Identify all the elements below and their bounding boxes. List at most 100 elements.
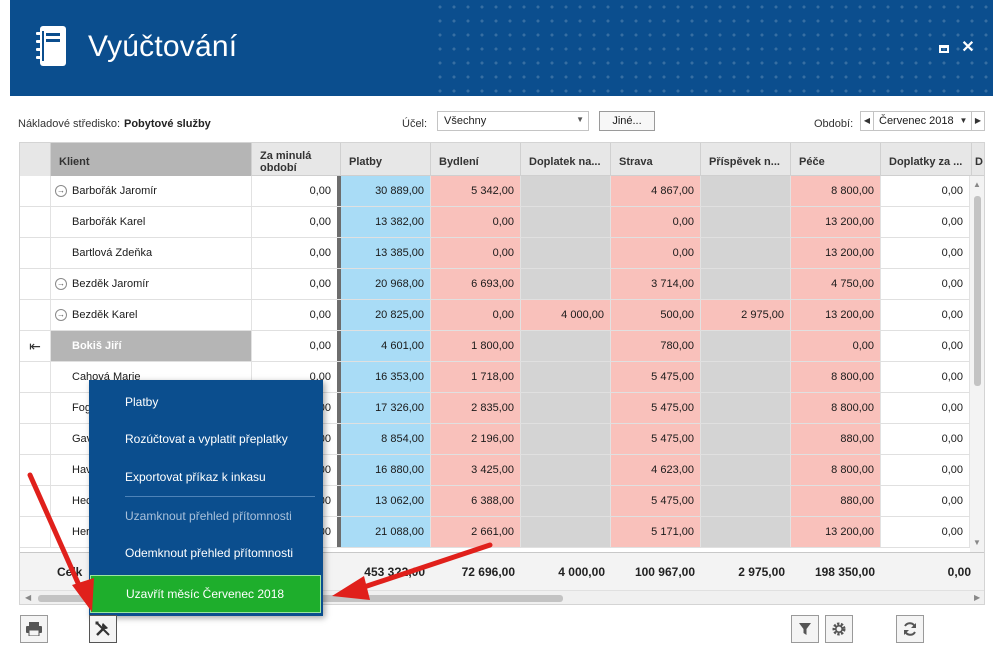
cell-doplatek[interactable] (521, 517, 611, 547)
cell-bydleni[interactable]: 2 661,00 (431, 517, 521, 547)
cell-doplatky[interactable]: 0,00 (881, 362, 970, 392)
cell-doplatky[interactable]: 0,00 (881, 176, 970, 206)
arrow-right-circle-icon[interactable]: → (55, 278, 67, 290)
vertical-scrollbar[interactable]: ▲ ▼ (970, 176, 984, 552)
cell-strava[interactable]: 0,00 (611, 238, 701, 268)
cell-strava[interactable]: 5 475,00 (611, 362, 701, 392)
print-button[interactable] (20, 615, 48, 643)
cell-pece[interactable]: 13 200,00 (791, 517, 881, 547)
cell-bydleni[interactable]: 6 388,00 (431, 486, 521, 516)
cell-platby[interactable]: 8 854,00 (341, 424, 431, 454)
client-name-cell[interactable]: Barbořák Karel (51, 207, 252, 237)
cell-strava[interactable]: 5 171,00 (611, 517, 701, 547)
column-header-doplatek[interactable]: Doplatek na... (521, 143, 611, 176)
column-header-bydleni[interactable]: Bydlení (431, 143, 521, 176)
cell-doplatek[interactable] (521, 455, 611, 485)
scroll-down-icon[interactable]: ▼ (973, 538, 981, 547)
cell-strava[interactable]: 4 867,00 (611, 176, 701, 206)
refresh-button[interactable] (896, 615, 924, 643)
cell-pece[interactable]: 8 800,00 (791, 455, 881, 485)
cell-platby[interactable]: 20 968,00 (341, 269, 431, 299)
cell-prispevek[interactable] (701, 455, 791, 485)
cell-platby[interactable]: 16 880,00 (341, 455, 431, 485)
column-header-strava[interactable]: Strava (611, 143, 701, 176)
cell-pece[interactable]: 880,00 (791, 424, 881, 454)
cell-za-minula[interactable]: 0,00 (252, 300, 341, 330)
cell-platby[interactable]: 13 385,00 (341, 238, 431, 268)
cell-pece[interactable]: 8 800,00 (791, 176, 881, 206)
row-selector[interactable] (20, 238, 51, 268)
cell-doplatky[interactable]: 0,00 (881, 455, 970, 485)
cell-doplatky[interactable]: 0,00 (881, 486, 970, 516)
cell-strava[interactable]: 5 475,00 (611, 486, 701, 516)
row-selector[interactable] (20, 424, 51, 454)
cell-bydleni[interactable]: 6 693,00 (431, 269, 521, 299)
cell-bydleni[interactable]: 2 196,00 (431, 424, 521, 454)
cell-za-minula[interactable]: 0,00 (252, 331, 341, 361)
cell-bydleni[interactable]: 5 342,00 (431, 176, 521, 206)
column-header-klient[interactable]: Klient (51, 143, 252, 176)
arrow-right-circle-icon[interactable]: → (55, 309, 67, 321)
client-name-cell[interactable]: → Barbořák Jaromír (51, 176, 252, 206)
cell-prispevek[interactable] (701, 424, 791, 454)
column-header-d[interactable]: D (975, 155, 983, 168)
client-name-cell[interactable]: Bartlová Zdeňka (51, 238, 252, 268)
cell-doplatek[interactable] (521, 424, 611, 454)
client-name-cell[interactable]: → Bezděk Karel (51, 300, 252, 330)
row-selector[interactable] (20, 486, 51, 516)
cell-bydleni[interactable]: 1 718,00 (431, 362, 521, 392)
cell-strava[interactable]: 5 475,00 (611, 393, 701, 423)
row-selector[interactable] (20, 362, 51, 392)
table-row[interactable]: Barbořák Karel 0,00 13 382,00 0,00 0,00 13 20… (20, 207, 984, 238)
cell-pece[interactable]: 13 200,00 (791, 300, 881, 330)
cell-doplatek[interactable] (521, 331, 611, 361)
cell-doplatky[interactable]: 0,00 (881, 331, 970, 361)
table-row[interactable]: → Bezděk Jaromír 0,00 20 968,00 6 693,00 3 71… (20, 269, 984, 300)
cell-bydleni[interactable]: 1 800,00 (431, 331, 521, 361)
row-selector[interactable] (20, 300, 51, 330)
cell-bydleni[interactable]: 3 425,00 (431, 455, 521, 485)
table-row[interactable]: ⇤ Bokiš Jiří 0,00 4 601,00 1 800,00 780,00 0,0… (20, 331, 984, 362)
cell-doplatky[interactable]: 0,00 (881, 300, 970, 330)
cell-platby[interactable]: 20 825,00 (341, 300, 431, 330)
row-selector[interactable] (20, 207, 51, 237)
cell-strava[interactable]: 3 714,00 (611, 269, 701, 299)
cell-doplatky[interactable]: 0,00 (881, 424, 970, 454)
cell-platby[interactable]: 4 601,00 (341, 331, 431, 361)
table-row[interactable]: Bartlová Zdeňka 0,00 13 385,00 0,00 0,00 13 2… (20, 238, 984, 269)
cell-prispevek[interactable] (701, 269, 791, 299)
cell-doplatek[interactable] (521, 238, 611, 268)
row-selector[interactable] (20, 517, 51, 547)
cell-platby[interactable]: 13 062,00 (341, 486, 431, 516)
cell-za-minula[interactable]: 0,00 (252, 238, 341, 268)
menu-item-platby[interactable]: Platby (125, 395, 159, 409)
scroll-right-icon[interactable]: ▶ (974, 593, 981, 602)
column-header-pece[interactable]: Péče (791, 143, 881, 176)
cell-doplatek[interactable] (521, 207, 611, 237)
cell-platby[interactable]: 21 088,00 (341, 517, 431, 547)
cell-doplatek[interactable] (521, 393, 611, 423)
cell-strava[interactable]: 780,00 (611, 331, 701, 361)
cell-platby[interactable]: 13 382,00 (341, 207, 431, 237)
client-name-cell[interactable]: Bokiš Jiří (51, 331, 252, 361)
cell-strava[interactable]: 0,00 (611, 207, 701, 237)
menu-item-uzavrit-mesic[interactable]: Uzavřít měsíc Červenec 2018 (90, 575, 321, 613)
close-button[interactable]: ✕ (961, 39, 975, 56)
cell-prispevek[interactable] (701, 331, 791, 361)
cell-prispevek[interactable] (701, 517, 791, 547)
period-prev-icon[interactable]: ◀ (861, 112, 874, 130)
cell-doplatek[interactable] (521, 269, 611, 299)
arrow-right-circle-icon[interactable]: → (55, 185, 67, 197)
column-header-platby[interactable]: Platby (341, 143, 431, 176)
cell-pece[interactable]: 8 800,00 (791, 393, 881, 423)
row-selector[interactable] (20, 176, 51, 206)
cell-doplatek[interactable] (521, 176, 611, 206)
filter-button[interactable] (791, 615, 819, 643)
cell-doplatky[interactable]: 0,00 (881, 269, 970, 299)
cell-pece[interactable]: 13 200,00 (791, 238, 881, 268)
vertical-scroll-thumb[interactable] (974, 196, 981, 386)
cell-prispevek[interactable] (701, 238, 791, 268)
cell-prispevek[interactable]: 2 975,00 (701, 300, 791, 330)
column-header-doplatky[interactable]: Doplatky za ... (881, 143, 972, 176)
cell-prispevek[interactable] (701, 207, 791, 237)
